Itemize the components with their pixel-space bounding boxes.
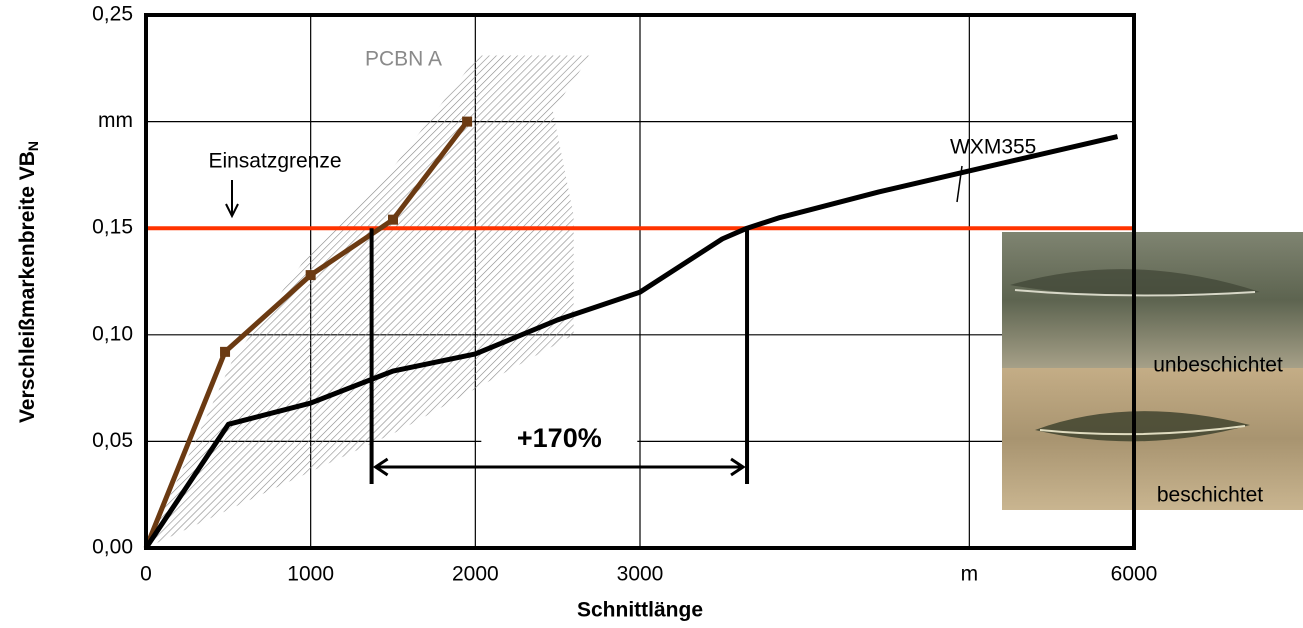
y-tick-label: mm — [98, 109, 133, 132]
annotation-layer: 0 1000 2000 3000 m 6000 0,00 0,05 0,10 0,15 mm 0,25… — [92, 3, 1157, 586]
y-tick-label: 0,25 — [92, 3, 133, 26]
series-marker — [220, 346, 231, 357]
y-tick-label: 0,00 — [92, 536, 133, 559]
series-marker — [305, 270, 316, 281]
series-line — [143, 134, 1119, 550]
series-label: PCBN A — [365, 48, 442, 71]
y-axis-title: Verschleißmarkenbreite VBN — [16, 141, 41, 423]
improvement-box — [481, 416, 638, 461]
plot-frame — [144, 13, 1136, 550]
series-marker — [462, 116, 473, 127]
data-layer — [143, 55, 1134, 550]
x-tick-label: 6000 — [1111, 563, 1158, 586]
series-label: WXM355 — [950, 136, 1036, 159]
inset-label: beschichtet — [1157, 484, 1263, 507]
y-tick-label: 0,15 — [92, 216, 133, 239]
limit-arrow — [225, 180, 239, 219]
y-tick-label: 0,10 — [92, 322, 133, 345]
x-tick-label: 2000 — [452, 563, 499, 586]
y-axis-title-sub: N — [25, 141, 41, 151]
y-tick-label: 0,05 — [92, 429, 133, 452]
scatter-band — [146, 55, 591, 549]
improvement-label: +170% — [517, 423, 602, 453]
x-tick-label: 3000 — [617, 563, 664, 586]
inset-label: unbeschichtet — [1153, 354, 1283, 377]
inset-photo: unbeschichtet beschichtet — [1002, 232, 1303, 510]
y-axis-title-main: Verschleißmarkenbreite VB — [16, 151, 39, 423]
x-tick-label: m — [961, 563, 979, 586]
series-marker — [388, 214, 398, 225]
series-leader — [956, 165, 963, 203]
improvement-arrow — [372, 457, 746, 477]
x-axis-title: Schnittlänge — [577, 599, 703, 622]
x-tick-label: 1000 — [287, 563, 334, 586]
x-tick-label: 0 — [140, 563, 152, 586]
limit-label: Einsatzgrenze — [208, 150, 341, 173]
